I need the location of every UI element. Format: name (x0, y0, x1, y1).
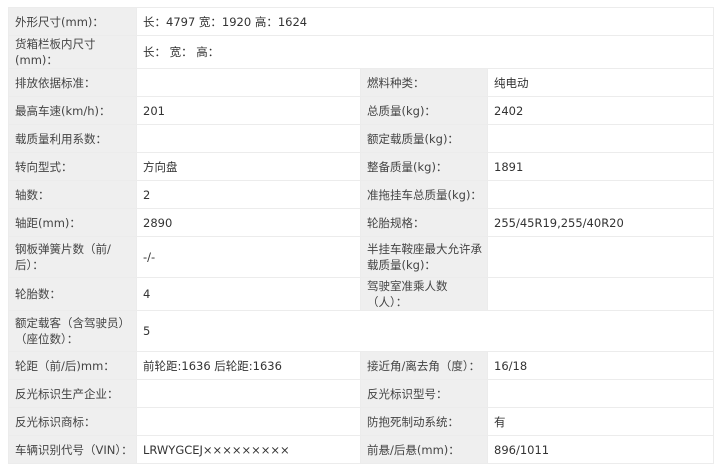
spec-value: 16/18 (486, 351, 715, 380)
spec-label: 准拖挂车总质量(kg)： (360, 180, 488, 209)
spec-row: 车辆识别代号（VIN）： LRWYGCEJ××××××××× 前悬/后悬(mm)： 8… (8, 435, 715, 464)
spec-value (486, 277, 715, 311)
spec-label: 反光标识商标： (8, 407, 137, 436)
spec-label: 整备质量(kg)： (360, 152, 488, 181)
spec-value (486, 236, 715, 278)
spec-label: 总质量(kg)： (360, 96, 488, 125)
spec-label: 防抱死制动系统： (360, 407, 488, 436)
spec-value: 2 (136, 180, 361, 209)
vehicle-spec-table: 外形尺寸(mm)： 长：4797 宽：1920 高：1624 货箱栏板内尺寸(mm)… (8, 7, 715, 464)
spec-value: 1891 (486, 152, 715, 181)
spec-value: 5 (135, 310, 715, 352)
spec-row: 最高车速(km/h)： 201 总质量(kg)： 2402 (8, 96, 715, 125)
spec-value: -/- (136, 236, 361, 278)
spec-label: 半挂车鞍座最大允许承载质量(kg)： (360, 236, 488, 278)
spec-label: 轮胎规格： (360, 208, 488, 237)
spec-value: 896/1011 (486, 435, 715, 464)
spec-label: 轴数： (8, 180, 137, 209)
spec-value (136, 68, 361, 97)
spec-label: 燃料种类： (360, 68, 488, 97)
spec-label: 反光标识型号： (360, 379, 488, 408)
spec-label: 轴距(mm)： (8, 208, 137, 237)
spec-label: 最高车速(km/h)： (8, 96, 137, 125)
spec-label: 转向型式： (8, 152, 137, 181)
spec-value: 前轮距:1636 后轮距:1636 (136, 351, 361, 380)
spec-row: 额定载客（含驾驶员）（座位数）： 5 (8, 310, 715, 352)
spec-value (486, 379, 715, 408)
spec-label: 轮胎数： (8, 277, 137, 311)
spec-value (136, 124, 361, 153)
spec-label: 额定载质量(kg)： (360, 124, 488, 153)
spec-row: 货箱栏板内尺寸(mm)： 长： 宽： 高： (8, 35, 715, 69)
spec-value (486, 124, 715, 153)
spec-value: LRWYGCEJ××××××××× (136, 435, 361, 464)
spec-row: 反光标识商标： 防抱死制动系统：有 (8, 407, 715, 436)
spec-value (136, 407, 361, 436)
spec-value: 2890 (136, 208, 361, 237)
spec-value (136, 379, 361, 408)
spec-label: 钢板弹簧片数（前/后）： (8, 236, 137, 278)
spec-value: 4 (136, 277, 361, 311)
spec-value: 255/45R19,255/40R20 (486, 208, 715, 237)
spec-label: 轮距（前/后)mm： (8, 351, 137, 380)
spec-value: 2402 (486, 96, 715, 125)
spec-label: 外形尺寸(mm)： (8, 7, 137, 36)
spec-label: 货箱栏板内尺寸(mm)： (8, 35, 137, 69)
spec-value: 纯电动 (486, 68, 715, 97)
spec-label: 反光标识生产企业： (8, 379, 137, 408)
spec-row: 轮胎数： 4 驾驶室准乘人数（人）： (8, 277, 715, 311)
spec-row: 钢板弹簧片数（前/后）： -/- 半挂车鞍座最大允许承载质量(kg)： (8, 236, 715, 278)
spec-row: 轮距（前/后)mm： 前轮距:1636 后轮距:1636 接近角/离去角（度）： 16… (8, 351, 715, 380)
spec-label: 额定载客（含驾驶员）（座位数）： (8, 310, 137, 352)
spec-value: 方向盘 (136, 152, 361, 181)
spec-row: 轴数： 2 准拖挂车总质量(kg)： (8, 180, 715, 209)
spec-row: 轴距(mm)： 2890 轮胎规格： 255/45R19,255/40R20 (8, 208, 715, 237)
spec-row: 载质量利用系数： 额定载质量(kg)： (8, 124, 715, 153)
spec-label: 载质量利用系数： (8, 124, 137, 153)
spec-row: 转向型式： 方向盘 整备质量(kg)： 1891 (8, 152, 715, 181)
spec-value (486, 180, 715, 209)
spec-value: 有 (486, 407, 715, 436)
spec-label: 排放依据标准： (8, 68, 137, 97)
spec-value: 长： 宽： 高： (135, 35, 715, 69)
spec-label: 驾驶室准乘人数（人）： (360, 277, 488, 311)
spec-value: 长：4797 宽：1920 高：1624 (135, 7, 715, 36)
spec-label: 接近角/离去角（度）： (360, 351, 488, 380)
spec-row: 反光标识生产企业： 反光标识型号： (8, 379, 715, 408)
spec-label: 前悬/后悬(mm)： (360, 435, 488, 464)
spec-row: 外形尺寸(mm)： 长：4797 宽：1920 高：1624 (8, 7, 715, 36)
spec-value: 201 (136, 96, 361, 125)
spec-row: 排放依据标准： 燃料种类： 纯电动 (8, 68, 715, 97)
spec-label: 车辆识别代号（VIN）： (8, 435, 137, 464)
